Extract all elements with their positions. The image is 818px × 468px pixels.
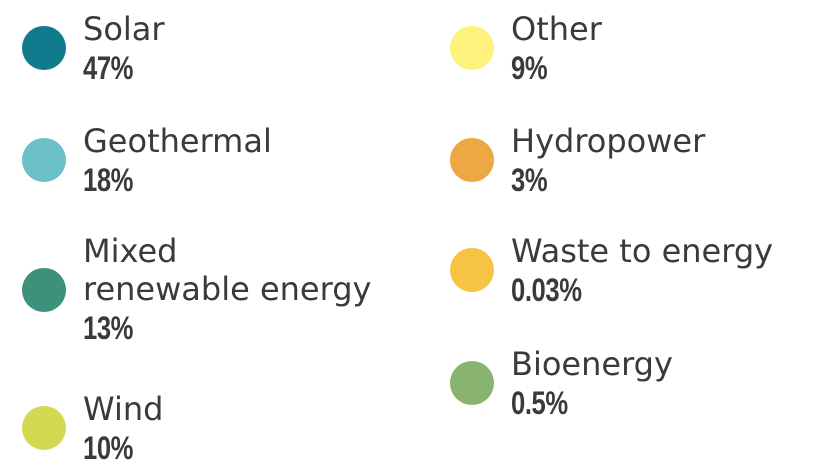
legend-swatch bbox=[450, 361, 494, 405]
legend-value: 13% bbox=[83, 310, 134, 346]
legend-swatch bbox=[22, 26, 66, 70]
legend-swatch bbox=[450, 248, 494, 292]
legend-value: 0.03% bbox=[511, 272, 582, 308]
legend-label: Mixed renewable energy bbox=[83, 232, 372, 308]
legend-swatch bbox=[22, 406, 66, 450]
legend-label: Hydropower bbox=[511, 122, 706, 160]
legend-value: 3% bbox=[511, 162, 548, 198]
legend-value: 10% bbox=[83, 430, 134, 466]
legend-label: Geothermal bbox=[83, 122, 272, 160]
legend-value: 47% bbox=[83, 50, 134, 86]
legend-label: Other bbox=[511, 10, 602, 48]
legend-label: Solar bbox=[83, 10, 165, 48]
legend-value: 18% bbox=[83, 162, 134, 198]
legend-swatch bbox=[22, 138, 66, 182]
legend-value: 9% bbox=[511, 50, 548, 86]
legend-label: Waste to energy bbox=[511, 232, 774, 270]
legend-label: Wind bbox=[83, 390, 164, 428]
legend-swatch bbox=[450, 26, 494, 70]
legend-swatch bbox=[450, 138, 494, 182]
legend-value: 0.5% bbox=[511, 385, 568, 421]
legend-swatch bbox=[22, 268, 66, 312]
legend-label: Bioenergy bbox=[511, 345, 673, 383]
